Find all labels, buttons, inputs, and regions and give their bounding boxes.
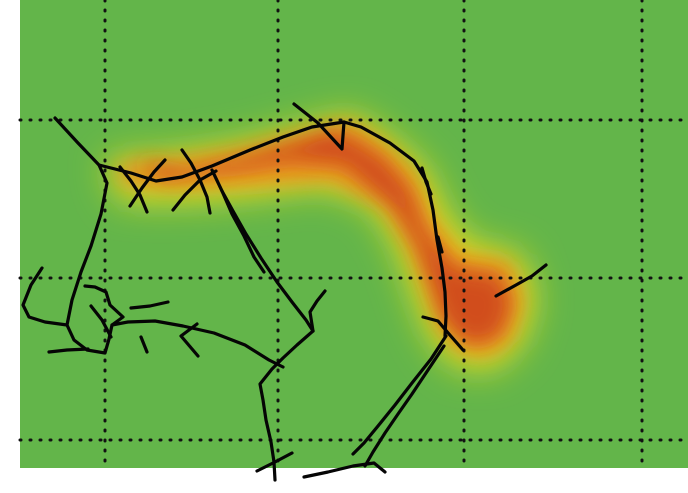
track-middle-diagonal-2 bbox=[220, 189, 266, 274]
track-bottom-left bbox=[255, 451, 294, 473]
heat-layer-red bbox=[135, 130, 512, 345]
track-lines bbox=[21, 102, 548, 482]
track-notch bbox=[292, 102, 448, 338]
track-notch-arrow-2 bbox=[436, 235, 444, 254]
track-lower-right-diagonal-2 bbox=[363, 344, 446, 468]
track-lower-right-diagonal-1 bbox=[351, 334, 448, 456]
track-lower-arrow bbox=[179, 322, 200, 358]
track-small-left-hook bbox=[89, 304, 113, 339]
track-main-loop bbox=[53, 116, 125, 355]
track-bottom-branch bbox=[258, 329, 315, 482]
track-left-spur bbox=[47, 347, 90, 354]
track-upper-route bbox=[97, 120, 346, 183]
grid-lines bbox=[18, 0, 688, 470]
track-lower-horizontal bbox=[110, 319, 285, 369]
track-notch-arrow-1 bbox=[420, 166, 433, 196]
track-right-spur bbox=[494, 263, 548, 298]
track-cross-1 bbox=[118, 165, 149, 214]
track-right-hook bbox=[421, 315, 465, 352]
track-bottom-right bbox=[302, 461, 387, 479]
track-cross-2 bbox=[128, 158, 167, 208]
track-left-branch bbox=[21, 266, 69, 327]
track-lower-tick-1 bbox=[129, 300, 170, 310]
track-lower-tick-2 bbox=[139, 335, 149, 354]
map-background bbox=[20, 0, 688, 468]
track-cross-4 bbox=[171, 169, 218, 212]
track-tail-right bbox=[308, 289, 327, 333]
